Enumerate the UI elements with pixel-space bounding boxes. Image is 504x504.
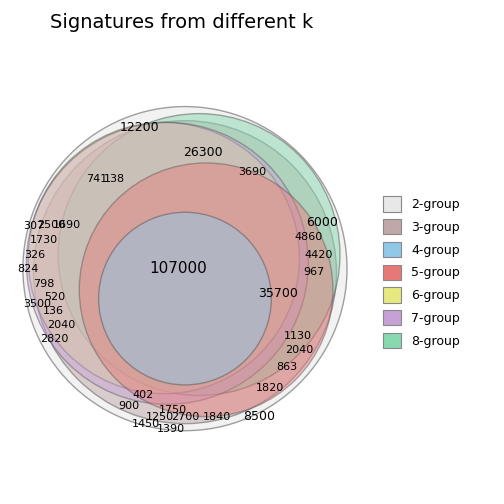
Text: 2040: 2040 (47, 320, 76, 330)
Text: 1730: 1730 (30, 235, 58, 245)
Text: 1390: 1390 (157, 424, 185, 434)
Legend: 2-group, 3-group, 4-group, 5-group, 6-group, 7-group, 8-group: 2-group, 3-group, 4-group, 5-group, 6-gr… (376, 190, 466, 354)
Circle shape (79, 163, 333, 417)
Circle shape (99, 212, 271, 385)
Text: 900: 900 (118, 401, 139, 411)
Text: Signatures from different k: Signatures from different k (50, 13, 313, 32)
Text: 2500: 2500 (37, 220, 65, 230)
Text: 138: 138 (104, 174, 125, 184)
Text: 967: 967 (303, 267, 324, 277)
Text: 6000: 6000 (306, 216, 338, 229)
Text: 26300: 26300 (183, 146, 222, 159)
Text: 4860: 4860 (294, 232, 323, 242)
Text: 307: 307 (23, 221, 44, 231)
Text: 1130: 1130 (284, 331, 311, 341)
Text: 2040: 2040 (285, 345, 313, 355)
Text: 2820: 2820 (40, 334, 69, 344)
Text: 798: 798 (33, 280, 55, 289)
Circle shape (23, 106, 347, 431)
Circle shape (33, 120, 337, 424)
Text: 3690: 3690 (238, 167, 266, 177)
Text: 1450: 1450 (132, 419, 160, 429)
Text: 1750: 1750 (159, 405, 186, 415)
Text: 3500: 3500 (23, 299, 51, 309)
Text: 520: 520 (44, 292, 65, 302)
Text: 824: 824 (18, 264, 39, 274)
Text: 1840: 1840 (203, 412, 231, 422)
Text: 8500: 8500 (243, 410, 275, 423)
Text: 12200: 12200 (119, 121, 159, 134)
Text: 1820: 1820 (256, 384, 284, 394)
Text: 136: 136 (42, 306, 64, 316)
Text: 1250: 1250 (146, 412, 174, 422)
Circle shape (26, 122, 308, 404)
Circle shape (28, 122, 299, 394)
Text: 326: 326 (25, 249, 46, 260)
Text: 107000: 107000 (149, 261, 207, 276)
Text: 1690: 1690 (53, 220, 81, 230)
Text: 4420: 4420 (304, 249, 333, 260)
Text: 2700: 2700 (171, 412, 199, 422)
Circle shape (58, 113, 340, 396)
Text: 35700: 35700 (259, 287, 298, 300)
Text: 402: 402 (132, 391, 153, 401)
Text: 863: 863 (277, 362, 298, 372)
Text: 741: 741 (86, 174, 107, 184)
